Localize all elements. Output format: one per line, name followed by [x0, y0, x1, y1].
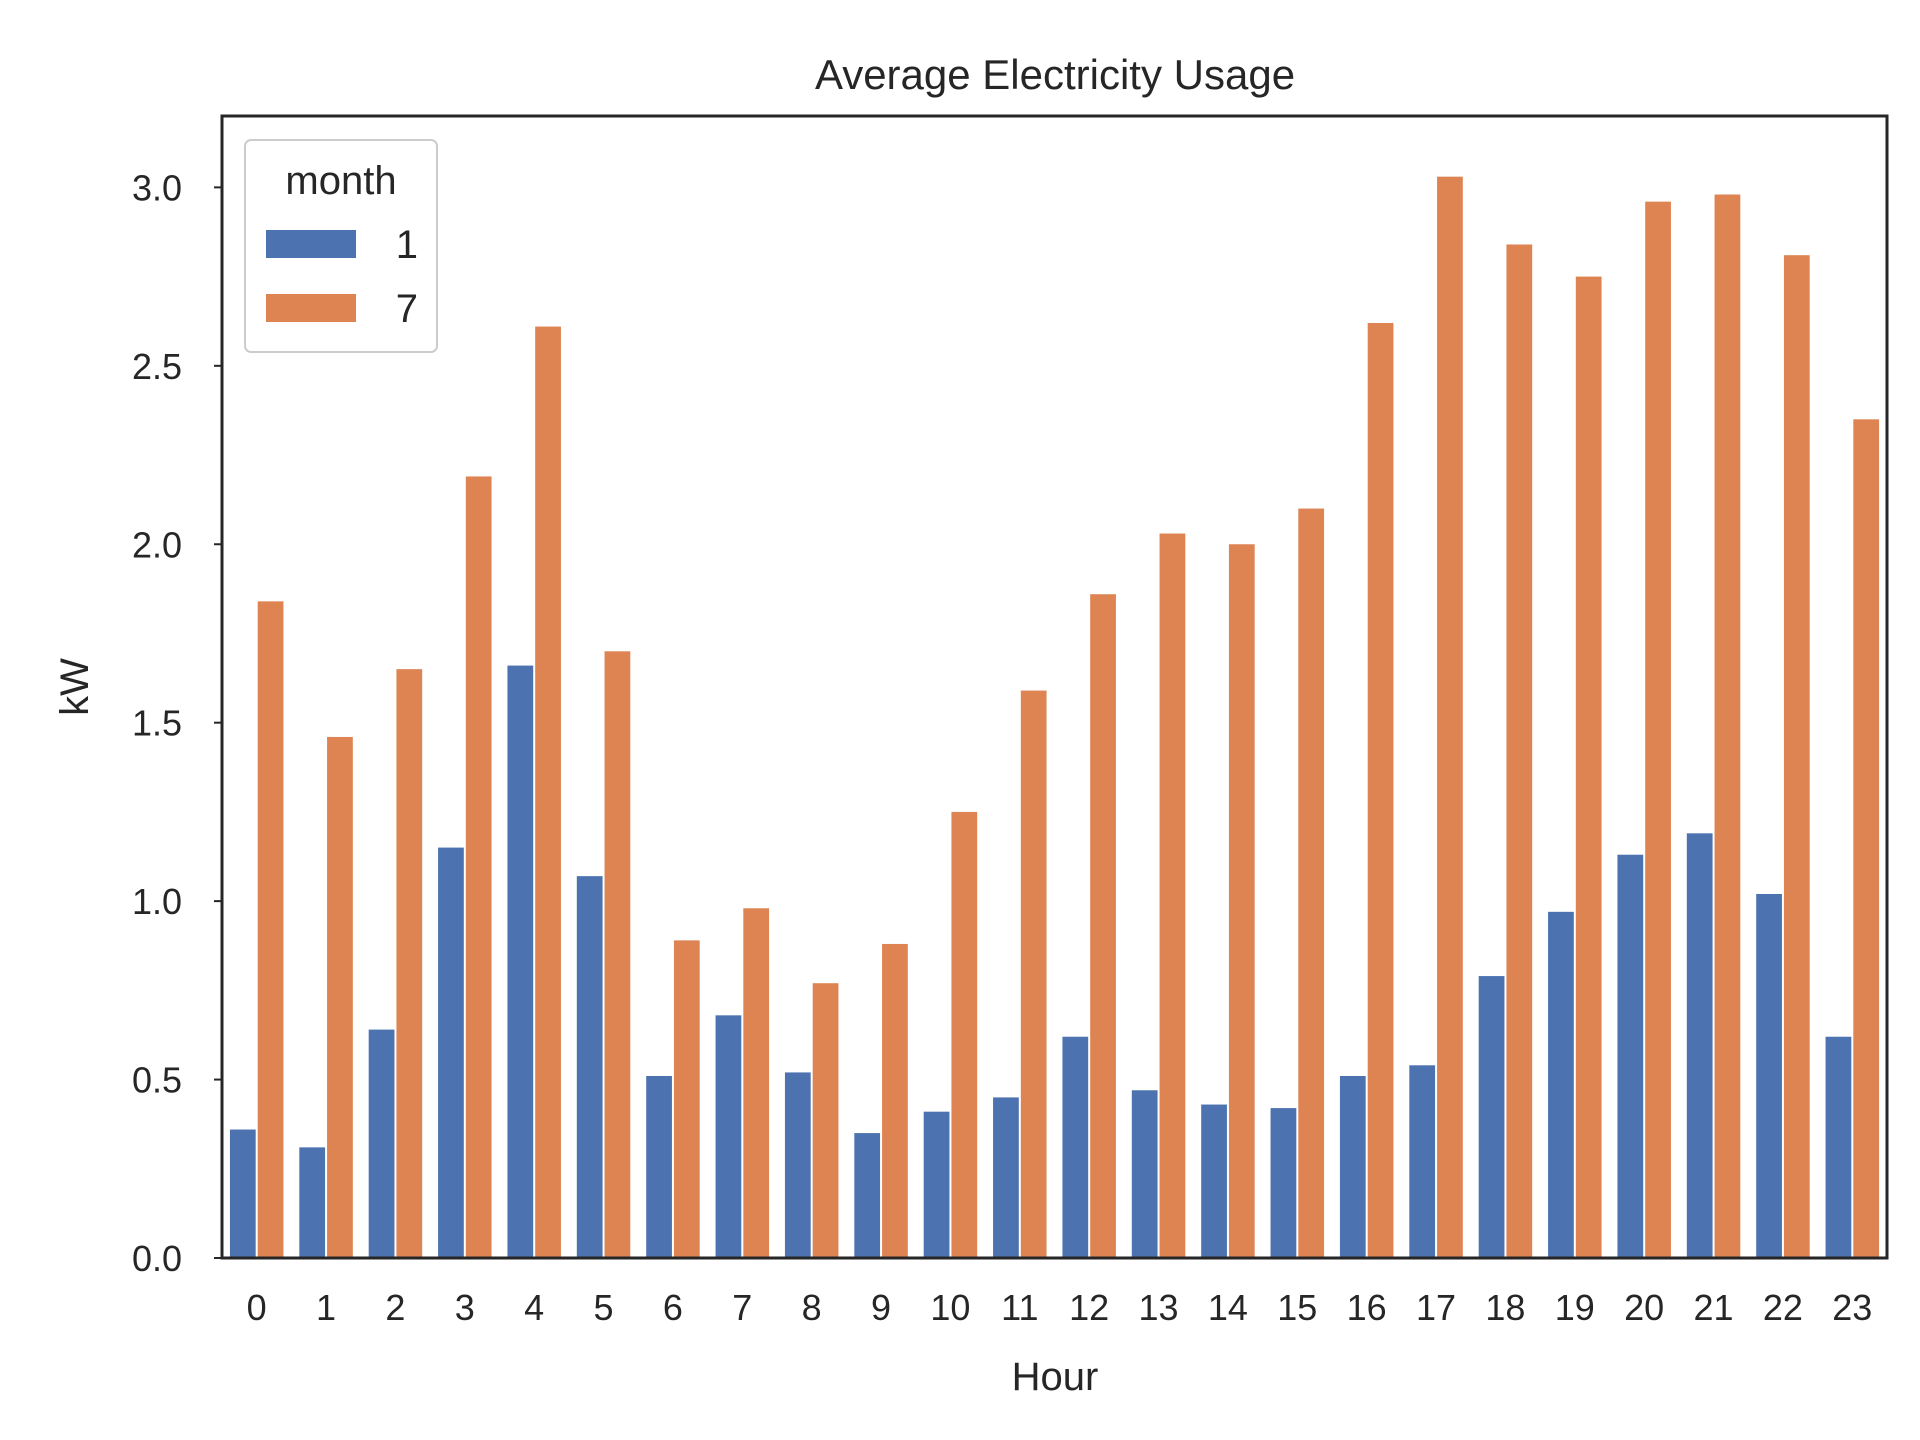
x-tick-label: 4 [524, 1287, 544, 1328]
y-tick-label: 0.5 [132, 1060, 182, 1101]
x-tick-label: 5 [594, 1287, 614, 1328]
y-tick-label: 1.5 [132, 703, 182, 744]
legend-swatch-month-7 [266, 294, 356, 322]
bar-month-7-hour-19 [1575, 276, 1602, 1259]
bar-month-7-hour-6 [673, 940, 700, 1258]
bar-month-1-hour-22 [1756, 893, 1782, 1258]
y-axis-label: kW [53, 658, 97, 716]
bar-month-7-hour-16 [1367, 322, 1394, 1258]
x-tick-label: 6 [663, 1287, 683, 1328]
bar-month-7-hour-0 [257, 601, 284, 1258]
bar-month-1-hour-23 [1825, 1036, 1852, 1258]
bar-month-1-hour-0 [229, 1129, 256, 1258]
bar-month-1-hour-5 [576, 876, 603, 1258]
bar-month-1-hour-8 [784, 1072, 811, 1258]
bar-month-7-hour-10 [951, 811, 978, 1258]
bar-month-1-hour-20 [1617, 854, 1644, 1258]
bar-month-1-hour-17 [1409, 1065, 1436, 1258]
x-tick-label: 13 [1139, 1287, 1179, 1328]
legend-label-month-7: 7 [396, 287, 418, 331]
bar-month-7-hour-22 [1783, 255, 1810, 1258]
bar-month-7-hour-23 [1853, 419, 1880, 1259]
legend: month 1 7 [244, 139, 438, 353]
x-tick-label: 20 [1624, 1287, 1664, 1328]
legend-swatch-month-1 [266, 230, 356, 258]
chart-title: Average Electricity Usage [815, 51, 1295, 98]
bar-month-1-hour-14 [1201, 1104, 1227, 1258]
x-tick-label: 11 [1001, 1287, 1038, 1328]
x-tick-label: 12 [1069, 1287, 1109, 1328]
x-tick-label: 0 [247, 1287, 267, 1328]
bar-month-7-hour-20 [1645, 201, 1671, 1258]
x-tick-label: 19 [1555, 1287, 1595, 1328]
bar-month-1-hour-11 [993, 1097, 1019, 1258]
y-tick-label: 0.0 [132, 1238, 182, 1279]
bar-month-7-hour-11 [1020, 690, 1047, 1258]
x-tick-label: 10 [930, 1287, 970, 1328]
bar-month-7-hour-12 [1090, 594, 1116, 1258]
legend-title: month [285, 159, 396, 203]
bar-month-7-hour-4 [535, 326, 561, 1258]
x-tick-label: 9 [871, 1287, 891, 1328]
bars [229, 176, 1880, 1259]
x-tick-label: 15 [1277, 1287, 1317, 1328]
bar-month-7-hour-15 [1298, 508, 1325, 1258]
bar-month-1-hour-9 [854, 1133, 881, 1258]
y-tick-label: 3.0 [132, 167, 182, 208]
bar-month-1-hour-12 [1062, 1036, 1089, 1258]
bar-month-1-hour-2 [368, 1029, 395, 1258]
bar-month-1-hour-7 [715, 1015, 742, 1258]
bar-month-7-hour-7 [743, 908, 770, 1258]
x-tick-label: 17 [1416, 1287, 1456, 1328]
x-tick-label: 23 [1832, 1287, 1872, 1328]
legend-label-month-1: 1 [396, 223, 418, 267]
bar-month-7-hour-13 [1159, 533, 1186, 1258]
x-tick-label: 8 [802, 1287, 822, 1328]
plot-frame [220, 114, 1889, 1260]
bar-month-7-hour-2 [396, 669, 423, 1258]
bar-month-7-hour-21 [1714, 194, 1741, 1258]
x-tick-label: 1 [316, 1287, 336, 1328]
x-tick-label: 22 [1763, 1287, 1803, 1328]
bar-month-1-hour-16 [1339, 1075, 1366, 1258]
bar-month-1-hour-10 [923, 1111, 950, 1258]
x-tick-label: 18 [1485, 1287, 1525, 1328]
y-tick-label: 2.5 [132, 346, 182, 387]
bar-month-1-hour-6 [646, 1075, 672, 1258]
bar-month-7-hour-17 [1437, 176, 1463, 1258]
y-axis-ticks: 0.0 0.5 1.0 1.5 2.0 2.5 3.0 [132, 167, 222, 1279]
bar-month-1-hour-21 [1686, 833, 1713, 1258]
bar-month-7-hour-9 [882, 943, 908, 1258]
x-axis-ticks: 0 1 2 3 4 5 6 7 8 9 10 11 12 13 14 15 16 17 18 19 20 21 22 23 [247, 1287, 1873, 1328]
y-tick-label: 1.0 [132, 881, 182, 922]
bar-month-1-hour-13 [1131, 1090, 1158, 1258]
x-axis-label: Hour [1012, 1355, 1099, 1399]
bar-month-1-hour-1 [299, 1147, 326, 1258]
x-tick-label: 14 [1208, 1287, 1248, 1328]
bar-month-7-hour-1 [327, 736, 353, 1258]
bar-month-1-hour-15 [1270, 1108, 1297, 1258]
bar-month-7-hour-14 [1228, 544, 1255, 1258]
x-tick-label: 2 [385, 1287, 405, 1328]
bar-month-1-hour-19 [1548, 911, 1574, 1258]
bar-month-1-hour-18 [1478, 976, 1505, 1258]
x-tick-label: 3 [455, 1287, 475, 1328]
bar-month-1-hour-3 [438, 847, 464, 1258]
bar-month-1-hour-4 [507, 665, 534, 1258]
x-tick-label: 21 [1694, 1287, 1734, 1328]
x-tick-label: 16 [1347, 1287, 1387, 1328]
x-tick-label: 7 [732, 1287, 752, 1328]
bar-month-7-hour-8 [812, 983, 839, 1258]
bar-month-7-hour-18 [1506, 244, 1533, 1259]
bar-month-7-hour-5 [604, 651, 631, 1258]
y-tick-label: 2.0 [132, 524, 182, 565]
bar-month-7-hour-3 [465, 476, 492, 1258]
